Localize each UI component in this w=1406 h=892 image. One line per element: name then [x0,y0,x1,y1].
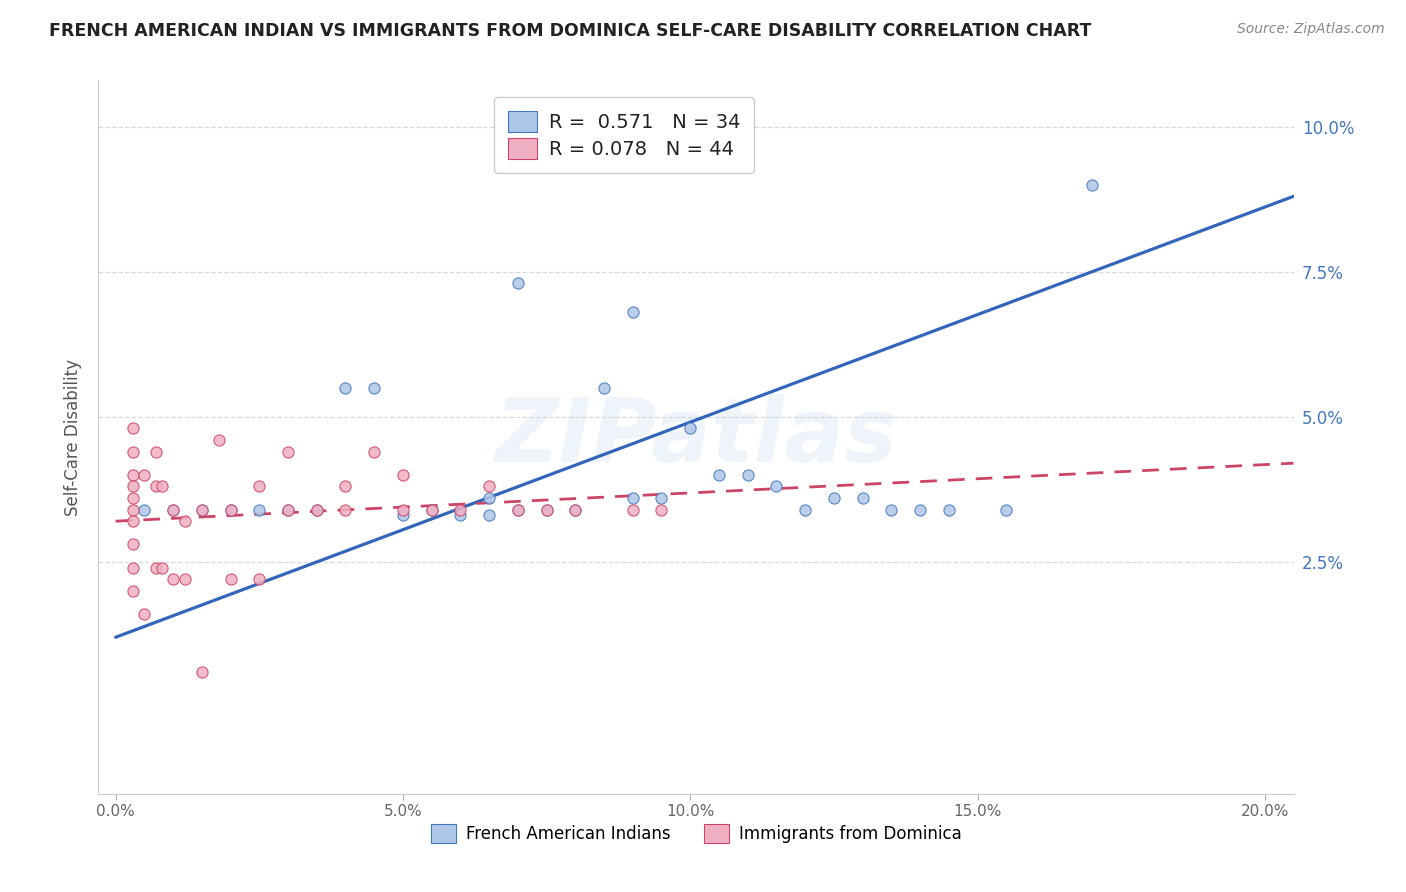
Point [122,479,145,493]
Text: FRENCH AMERICAN INDIAN VS IMMIGRANTS FROM DOMINICA SELF-CARE DISABILITY CORRELAT: FRENCH AMERICAN INDIAN VS IMMIGRANTS FRO… [49,22,1091,40]
Point [536,502,558,516]
Point [621,491,644,505]
Text: Source: ZipAtlas.com: Source: ZipAtlas.com [1237,22,1385,37]
Point [122,583,145,598]
Point [173,572,195,586]
Point [335,502,357,516]
Point [191,665,214,679]
Point [536,502,558,516]
Point [277,502,299,516]
Point [134,502,156,516]
Point [277,502,299,516]
Point [420,502,443,516]
Point [363,444,385,458]
Point [335,479,357,493]
Point [191,502,214,516]
Point [478,479,501,493]
Point [392,508,415,523]
Point [219,502,242,516]
Point [277,444,299,458]
Point [765,479,787,493]
Point [122,421,145,435]
Point [145,560,167,574]
Point [122,537,145,551]
Point [707,467,730,482]
Point [794,502,817,516]
Y-axis label: Self-Care Disability: Self-Care Disability [65,359,83,516]
Point [621,502,644,516]
Point [478,491,501,505]
Point [506,277,529,291]
Point [908,502,931,516]
Point [420,502,443,516]
Point [150,479,173,493]
Point [564,502,586,516]
Point [122,560,145,574]
Point [150,560,173,574]
Point [191,502,214,516]
Point [162,502,184,516]
Point [305,502,328,516]
Point [122,444,145,458]
Point [506,502,529,516]
Point [122,514,145,528]
Point [880,502,903,516]
Point [995,502,1018,516]
Point [162,502,184,516]
Point [134,467,156,482]
Point [173,514,195,528]
Point [122,491,145,505]
Point [247,572,270,586]
Point [145,444,167,458]
Point [449,508,471,523]
Point [219,502,242,516]
Legend: French American Indians, Immigrants from Dominica: French American Indians, Immigrants from… [425,818,967,850]
Point [737,467,759,482]
Point [122,467,145,482]
Point [162,572,184,586]
Point [478,508,501,523]
Point [938,502,960,516]
Point [823,491,845,505]
Point [134,607,156,621]
Point [145,479,167,493]
Point [852,491,875,505]
Point [650,491,672,505]
Point [650,502,672,516]
Point [208,433,231,447]
Point [679,421,702,435]
Point [621,305,644,319]
Point [335,381,357,395]
Point [392,467,415,482]
Point [564,502,586,516]
Point [392,502,415,516]
Point [449,502,471,516]
Point [363,381,385,395]
Point [506,502,529,516]
Point [122,502,145,516]
Point [247,479,270,493]
Text: ZIPatlas: ZIPatlas [495,393,897,481]
Point [219,572,242,586]
Point [1081,178,1104,192]
Point [305,502,328,516]
Point [247,502,270,516]
Point [593,381,616,395]
